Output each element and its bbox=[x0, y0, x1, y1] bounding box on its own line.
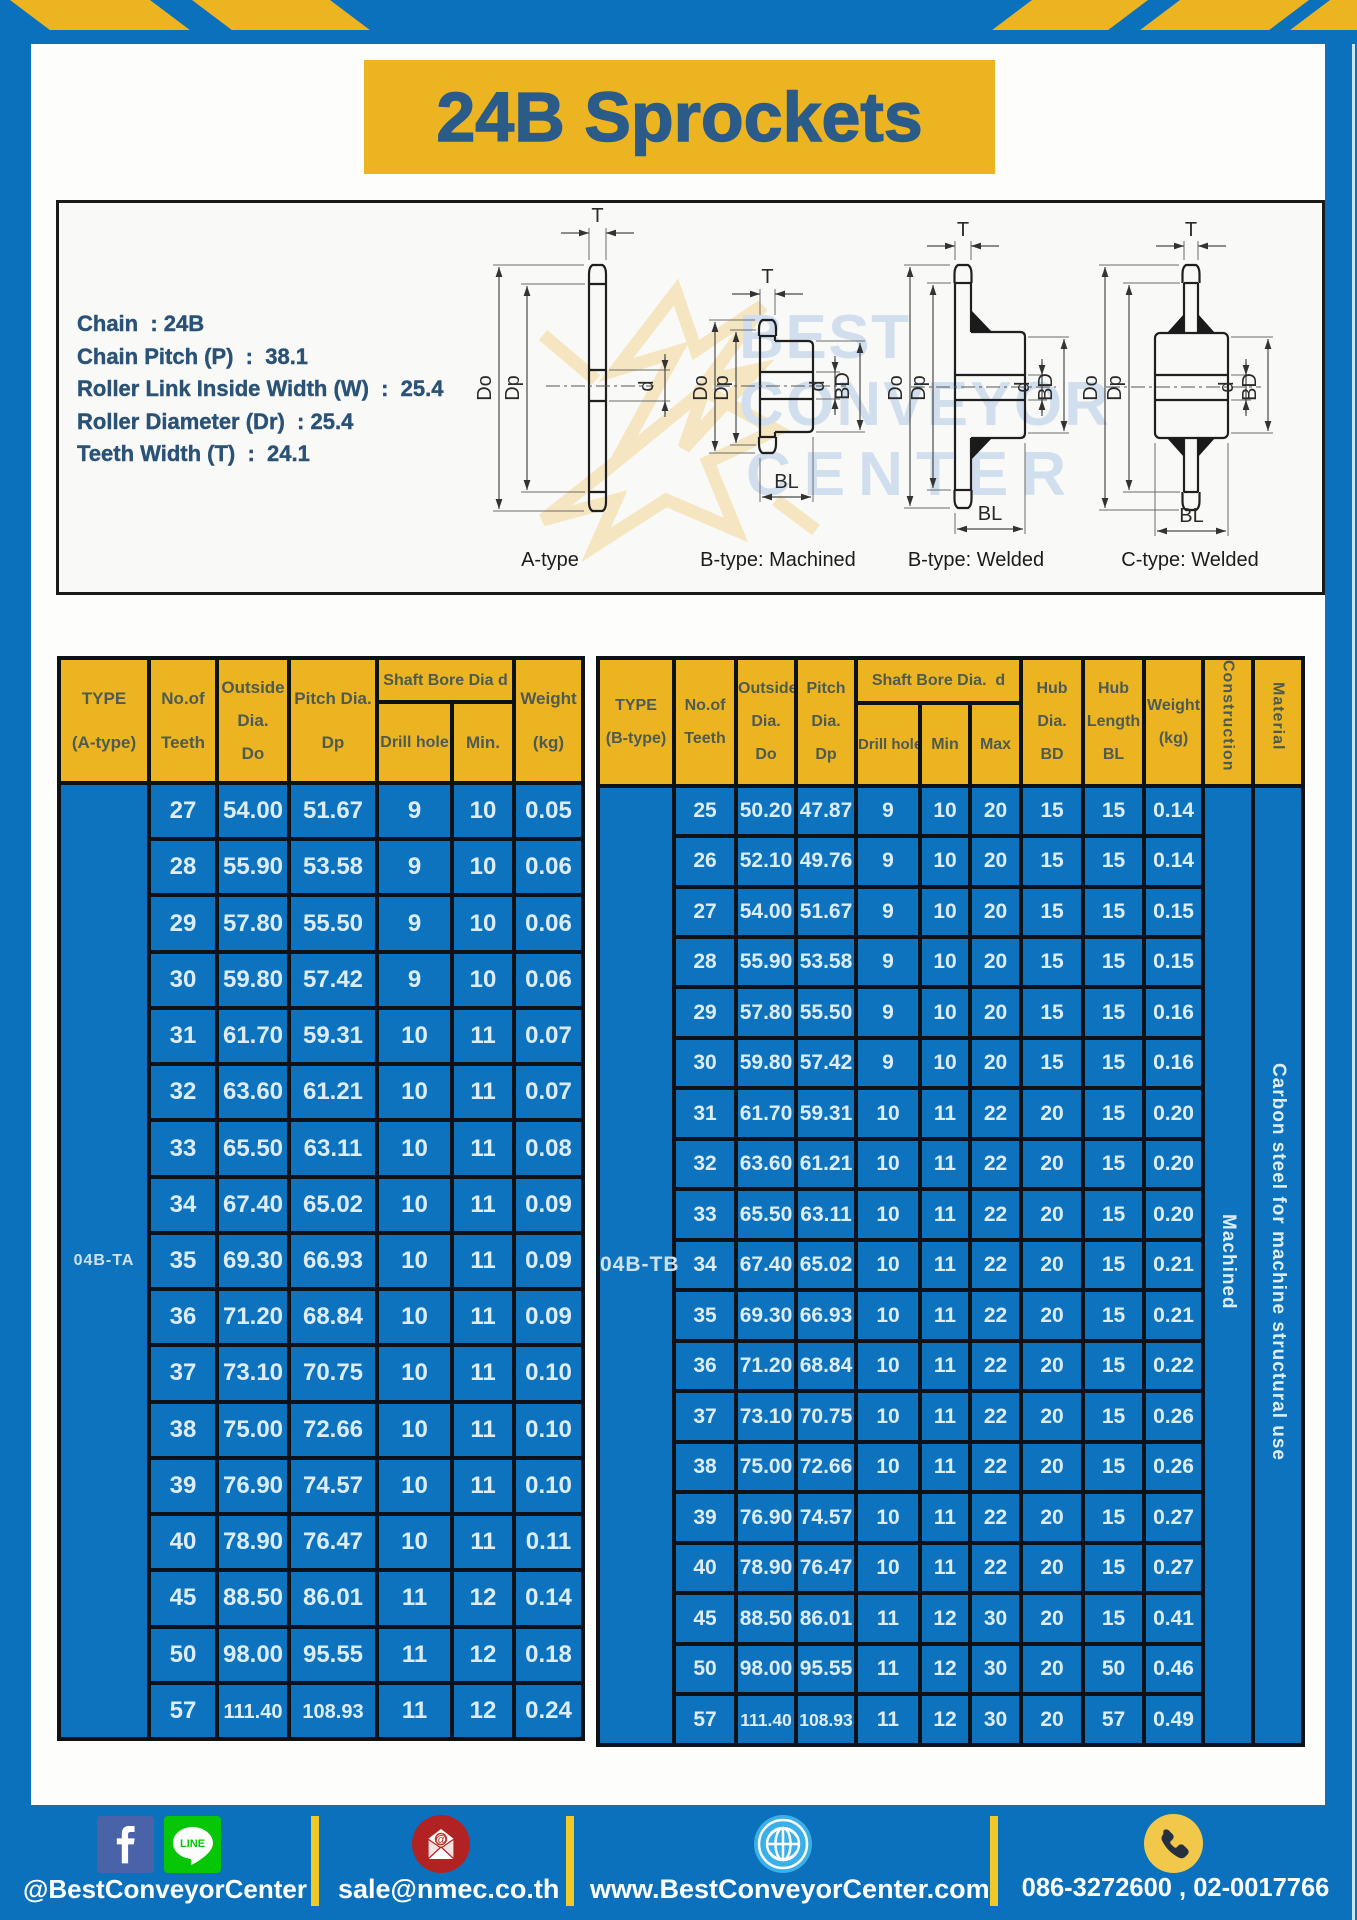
svg-text:d: d bbox=[636, 380, 658, 391]
svg-text:BL: BL bbox=[1179, 505, 1203, 527]
svg-text:BEST: BEST bbox=[739, 303, 919, 372]
svg-text:C-type: Welded: C-type: Welded bbox=[1121, 549, 1258, 571]
svg-text:Do: Do bbox=[1080, 375, 1102, 401]
svg-text:Dp: Dp bbox=[908, 375, 930, 401]
svg-text:d: d bbox=[807, 380, 829, 391]
svg-text:Do: Do bbox=[474, 375, 496, 401]
svg-text:d: d bbox=[1012, 381, 1034, 392]
svg-text:T: T bbox=[1185, 219, 1197, 241]
svg-text:@: @ bbox=[435, 1833, 447, 1847]
svg-text:B-type: Welded: B-type: Welded bbox=[908, 549, 1044, 571]
svg-text:T: T bbox=[957, 219, 969, 241]
svg-text:CONVEYOR: CONVEYOR bbox=[739, 370, 1119, 439]
svg-text:A-type: A-type bbox=[521, 549, 579, 571]
svg-text:BL: BL bbox=[978, 503, 1002, 525]
svg-text:BD: BD bbox=[1035, 373, 1057, 401]
svg-text:d: d bbox=[1216, 381, 1238, 392]
svg-text:Dp: Dp bbox=[711, 375, 733, 401]
svg-text:BL: BL bbox=[774, 471, 798, 493]
svg-text:Dp: Dp bbox=[502, 375, 524, 401]
svg-text:B-type: Machined: B-type: Machined bbox=[700, 549, 856, 571]
svg-text:T: T bbox=[761, 266, 773, 288]
svg-text:BD: BD bbox=[832, 372, 854, 400]
svg-text:BD: BD bbox=[1239, 373, 1261, 401]
svg-text:Dp: Dp bbox=[1104, 375, 1126, 401]
svg-text:Do: Do bbox=[690, 375, 712, 401]
svg-text:T: T bbox=[591, 205, 603, 227]
svg-text:LINE: LINE bbox=[180, 1838, 205, 1850]
svg-text:Do: Do bbox=[885, 375, 907, 401]
